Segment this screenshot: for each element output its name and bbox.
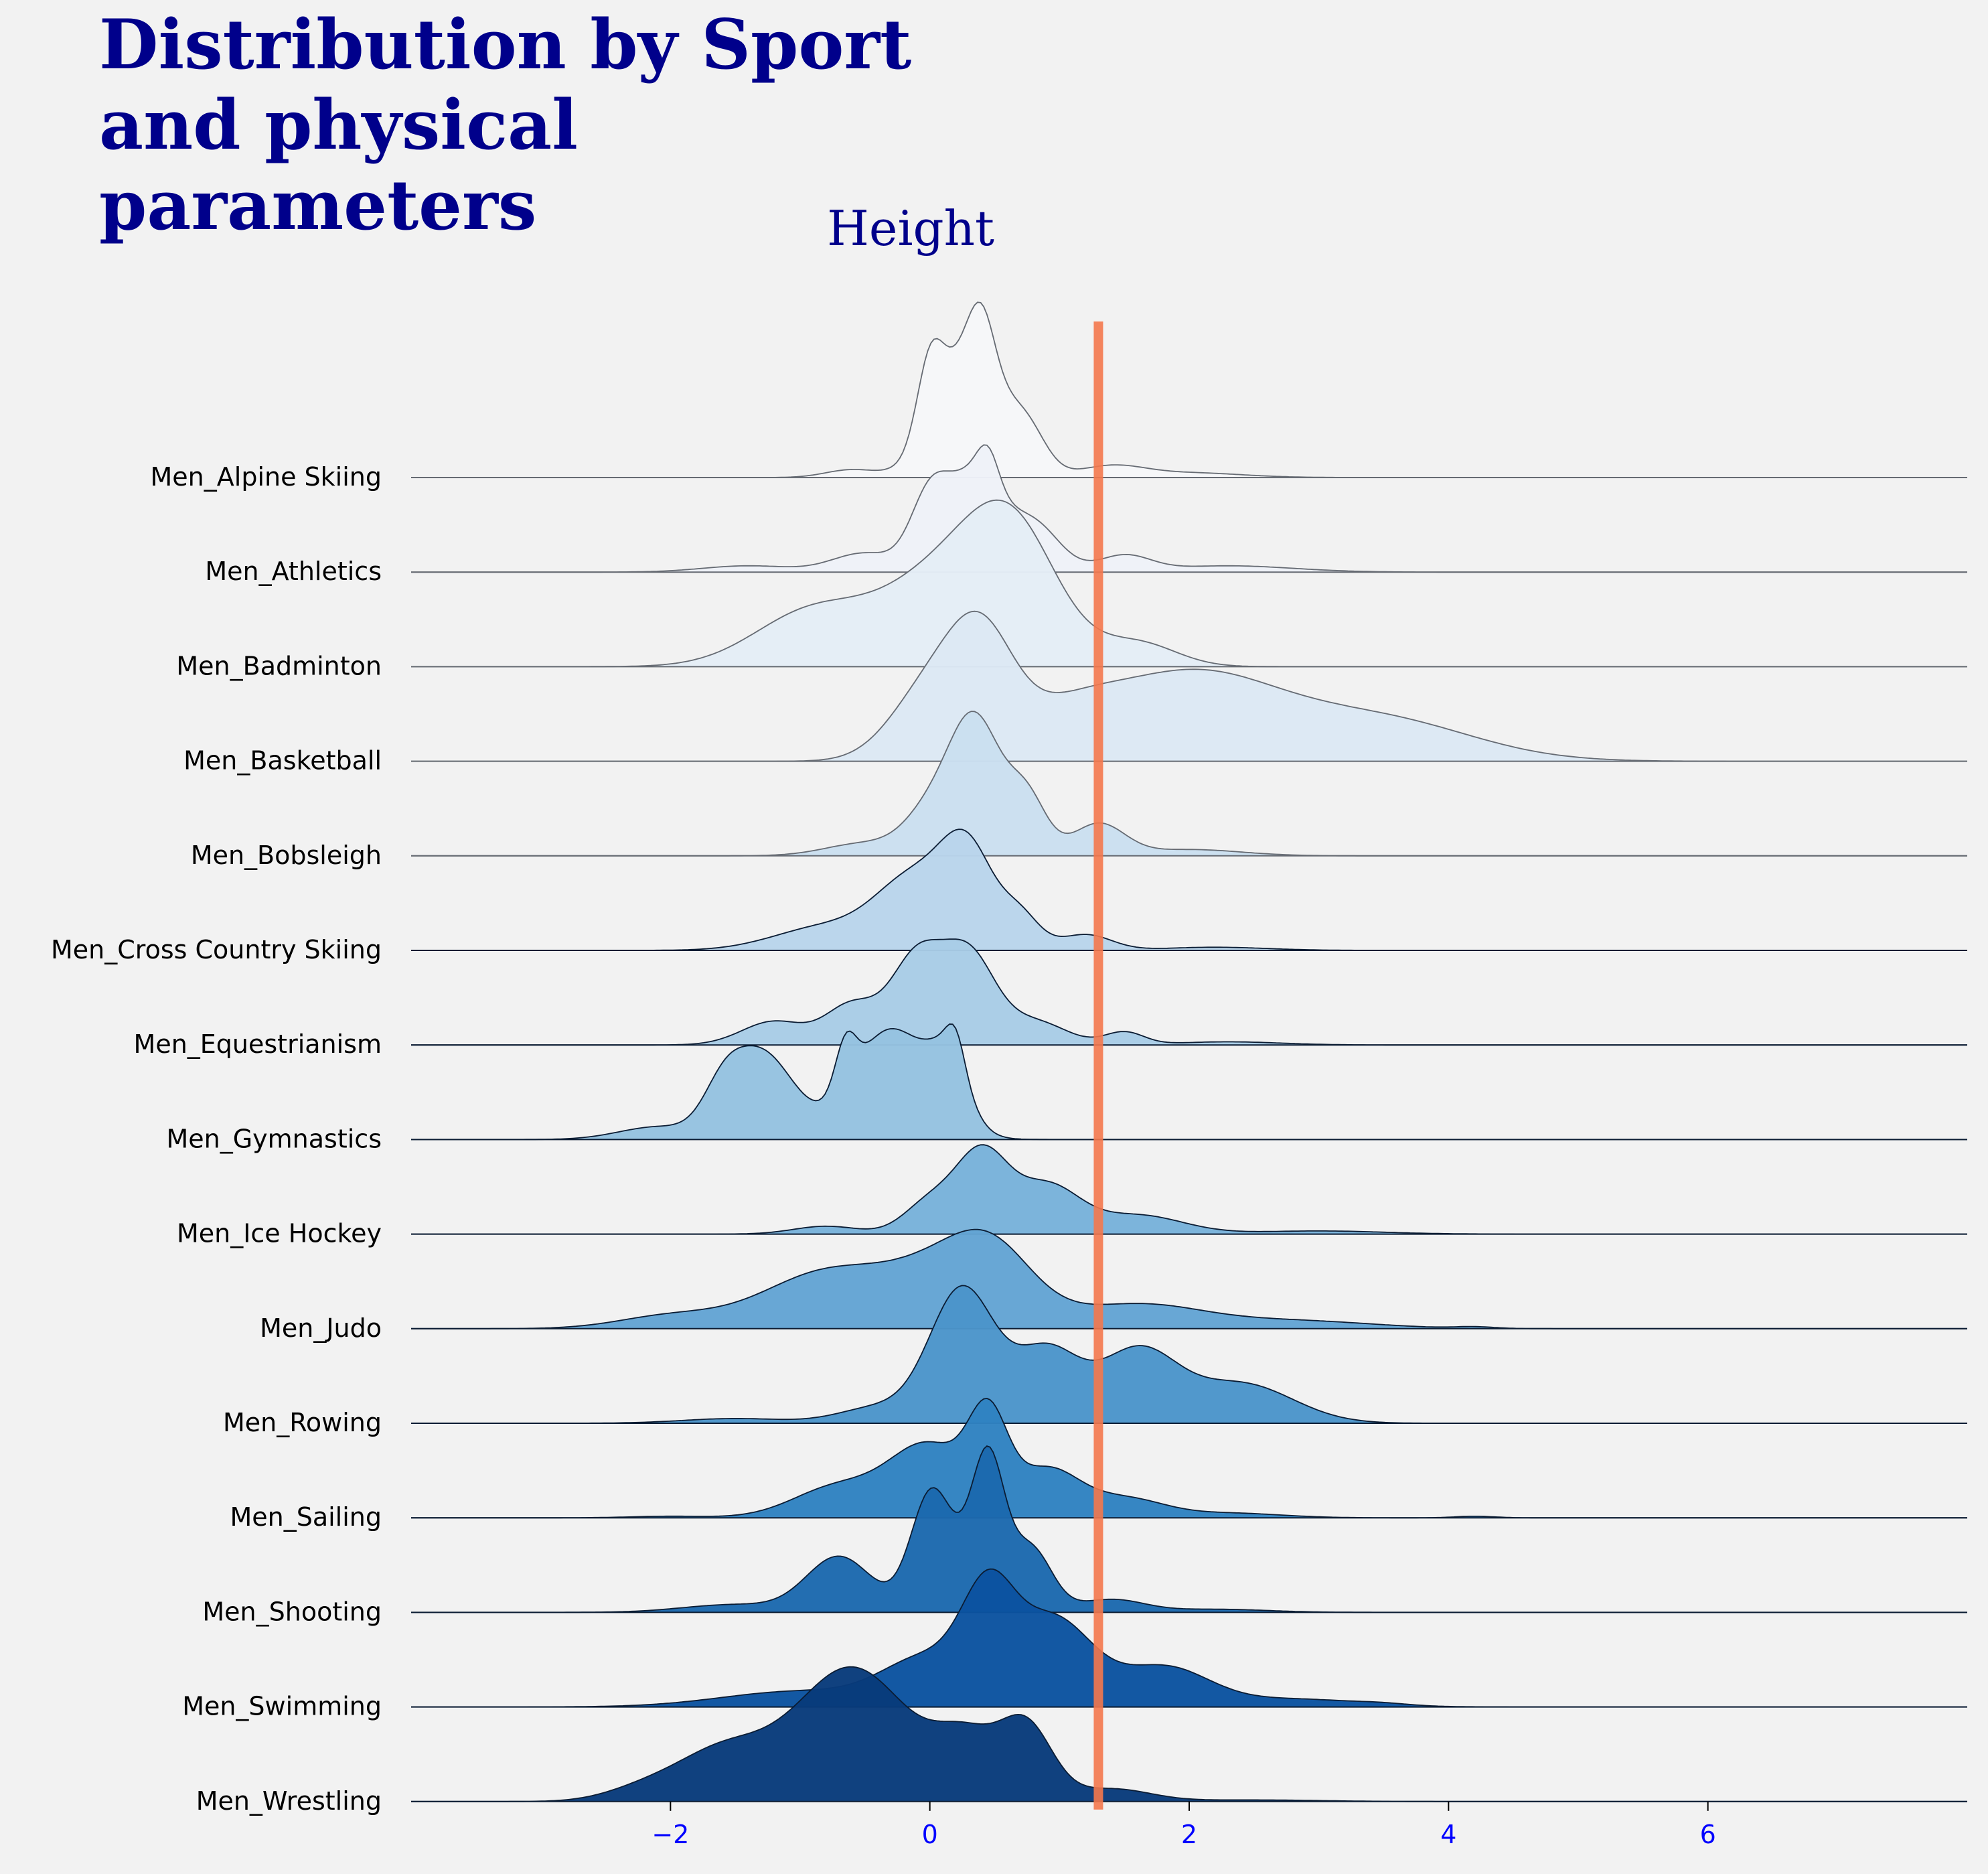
ridge-men-badminton <box>411 499 1967 668</box>
ridge-men-bobsleigh <box>411 711 1967 857</box>
ridge-men-sailing <box>411 1397 1967 1519</box>
category-label: Men_Bobsleigh <box>191 841 382 870</box>
chart-subtitle: Height <box>827 200 994 257</box>
ridge-area <box>411 500 1967 667</box>
chart-title-line-2: and physical <box>99 85 578 165</box>
category-label: Men_Judo <box>260 1313 382 1343</box>
ridge-men-athletics <box>411 444 1967 573</box>
chart-title-line-1: Distribution by Sport <box>99 5 911 85</box>
x-tick-label: 0 <box>922 1820 938 1849</box>
category-label: Men_Gymnastics <box>166 1124 382 1153</box>
ridge-area <box>411 1024 1967 1140</box>
category-label: Men_Rowing <box>223 1408 382 1437</box>
ridge-area <box>411 1229 1967 1329</box>
ridge-area <box>411 1285 1967 1423</box>
category-label: Men_Athletics <box>205 557 382 586</box>
chart-title-line-3: parameters <box>99 165 536 246</box>
category-label: Men_Swimming <box>182 1692 382 1721</box>
reference-line-group <box>1093 321 1103 1810</box>
reference-line <box>1093 321 1103 1810</box>
category-label: Men_Equestrianism <box>134 1029 382 1059</box>
ridge-area <box>411 611 1967 762</box>
ridge-men-judo <box>411 1228 1967 1329</box>
category-label: Men_Cross Country Skiing <box>51 935 382 964</box>
category-label: Men_Wrestling <box>196 1786 382 1816</box>
x-tick-label: 2 <box>1181 1820 1197 1849</box>
category-label: Men_Badminton <box>176 651 382 680</box>
ridge-men-equestrianism <box>411 938 1967 1046</box>
category-label: Men_Alpine Skiing <box>151 462 382 492</box>
category-label: Men_Shooting <box>202 1597 382 1626</box>
category-label: Men_Sailing <box>230 1502 382 1532</box>
ridge-men-shooting <box>411 1445 1967 1613</box>
category-label: Men_Basketball <box>183 746 382 776</box>
category-labels: Men_Alpine Skiing Men_Athletics Men_Badmin… <box>51 462 382 1816</box>
x-tick-label: 4 <box>1440 1820 1456 1849</box>
x-axis: −2 0 2 4 6 <box>652 1801 1716 1849</box>
x-tick-label: 6 <box>1700 1820 1716 1849</box>
ridge-men-alpine-skiing <box>411 301 1967 478</box>
ridge-men-ice-hockey <box>411 1144 1967 1235</box>
ridge-men-basketball <box>411 610 1967 762</box>
ridge-area <box>411 1569 1967 1707</box>
ridge-men-swimming <box>411 1568 1967 1708</box>
ridges-group <box>411 301 1967 1802</box>
x-tick-label: −2 <box>652 1820 689 1849</box>
ridge-area <box>411 1666 1967 1802</box>
ridge-men-rowing <box>411 1285 1967 1424</box>
ridge-men-cross-country-skiing <box>411 828 1967 951</box>
category-label: Men_Ice Hockey <box>177 1219 382 1248</box>
ridge-men-gymnastics <box>411 1023 1967 1141</box>
